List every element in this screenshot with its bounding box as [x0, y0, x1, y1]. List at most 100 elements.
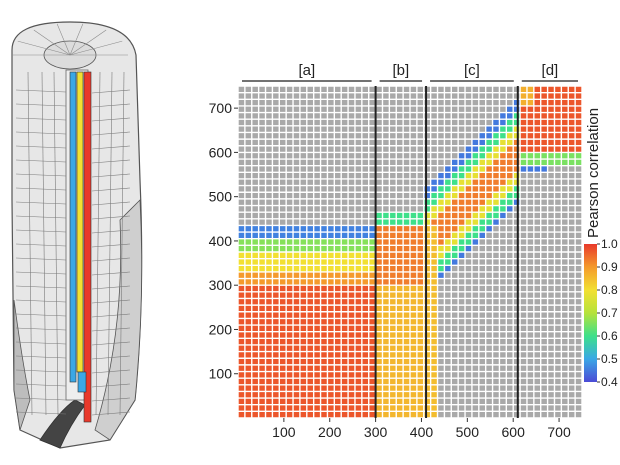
heatmap-cell	[396, 325, 404, 332]
heatmap-cell	[313, 232, 321, 239]
cell-wall	[91, 271, 131, 276]
heatmap-cell	[485, 225, 493, 233]
heatmap-cell	[313, 278, 321, 286]
heatmap-cell	[485, 192, 493, 199]
heatmap-cell	[320, 318, 328, 326]
heatmap-cell	[258, 258, 266, 266]
heatmap-cell	[382, 238, 390, 246]
heatmap-cell	[286, 311, 294, 319]
heatmap-cell	[272, 258, 280, 266]
heatmap-cell	[265, 411, 273, 418]
heatmap-cell	[396, 245, 404, 252]
heatmap-cell	[540, 112, 548, 120]
heatmap-cell	[327, 298, 335, 306]
heatmap-cell	[396, 358, 404, 365]
heatmap-cell	[341, 391, 349, 399]
heatmap-cell	[348, 265, 355, 272]
heatmap-cell	[465, 185, 472, 193]
heatmap-cell	[513, 145, 521, 153]
heatmap-cell	[554, 125, 562, 133]
heatmap-cell	[368, 225, 376, 233]
heatmap-cell	[547, 132, 555, 140]
heatmap-cell	[244, 358, 252, 365]
heatmap-cell	[403, 351, 410, 359]
heatmap-cell	[334, 291, 342, 299]
heatmap-cell	[416, 212, 424, 219]
heatmap-cell	[341, 371, 349, 379]
heatmap-cell	[485, 212, 493, 219]
heatmap-cell	[348, 338, 355, 345]
heatmap-cell	[272, 384, 280, 392]
heatmap-cell	[396, 225, 404, 233]
heatmap-cell	[361, 344, 369, 352]
heatmap-cell	[410, 238, 417, 246]
heatmap-cell	[265, 225, 273, 233]
heatmap-cell	[306, 271, 314, 279]
heatmap-cell	[320, 258, 328, 266]
heatmap-cell	[403, 245, 410, 252]
heatmap-cell	[251, 331, 259, 339]
heatmap-cell	[382, 318, 390, 326]
x-tick-label: 600	[502, 424, 526, 440]
heatmap-cell	[244, 278, 252, 286]
heatmap-cell	[286, 285, 294, 292]
heatmap-cell	[575, 92, 582, 100]
heatmap-cell	[403, 305, 410, 312]
heatmap-cell	[313, 238, 321, 246]
heatmap-cell	[403, 318, 410, 326]
heatmap-cell	[361, 338, 369, 345]
heatmap-cell	[286, 298, 294, 306]
heatmap-cell	[416, 364, 424, 372]
heatmap-cell	[389, 218, 397, 226]
heatmap-cell	[458, 252, 466, 259]
heatmap-cell	[423, 205, 431, 213]
heatmap-cell	[258, 311, 266, 319]
heatmap-cell	[403, 291, 410, 299]
heatmap-cell	[492, 205, 500, 213]
heatmap-cell	[554, 152, 562, 160]
heatmap-cell	[540, 105, 548, 113]
heatmap-cell	[293, 265, 300, 272]
heatmap-cell	[238, 311, 245, 319]
heatmap-cell	[279, 265, 287, 272]
heatmap-cell	[416, 225, 424, 233]
heatmap-cell	[272, 265, 280, 272]
heatmap-cell	[306, 398, 314, 405]
heatmap-cell	[251, 265, 259, 272]
heatmap-cell	[327, 331, 335, 339]
heatmap-cell	[533, 125, 541, 133]
heatmap-cell	[354, 258, 362, 266]
heatmap-cell	[478, 165, 486, 173]
cell-wall	[15, 201, 67, 205]
heatmap-cell	[471, 232, 479, 239]
heatmap-cell	[244, 265, 252, 272]
cell-wall	[15, 159, 67, 163]
heatmap-cell	[368, 245, 376, 252]
heatmap-cell	[313, 351, 321, 359]
heatmap-cell	[244, 398, 252, 405]
heatmap-cell	[293, 331, 300, 339]
heatmap-cell	[547, 112, 555, 120]
heatmap-cell	[520, 132, 527, 140]
heatmap-cell	[293, 232, 300, 239]
heatmap-cell	[410, 378, 417, 385]
heatmap-cell	[313, 318, 321, 326]
heatmap-cell	[423, 338, 431, 345]
heatmap-cell	[492, 178, 500, 186]
heatmap-cell	[444, 252, 452, 259]
heatmap-cell	[327, 398, 335, 405]
cell-wall	[91, 369, 131, 374]
heatmap-cell	[423, 245, 431, 252]
heatmap-cell	[430, 265, 438, 272]
heatmap-cell	[306, 285, 314, 292]
heatmap-cell	[478, 185, 486, 193]
heatmap-cell	[382, 371, 390, 379]
heatmap-cell	[313, 252, 321, 259]
heatmap-cell	[375, 291, 383, 299]
heatmap-cell	[423, 398, 431, 405]
heatmap-cell	[244, 238, 252, 246]
heatmap-cell	[403, 271, 410, 279]
heatmap-cell	[396, 318, 404, 326]
heatmap-cell	[368, 285, 376, 292]
heatmap-cell	[375, 285, 383, 292]
